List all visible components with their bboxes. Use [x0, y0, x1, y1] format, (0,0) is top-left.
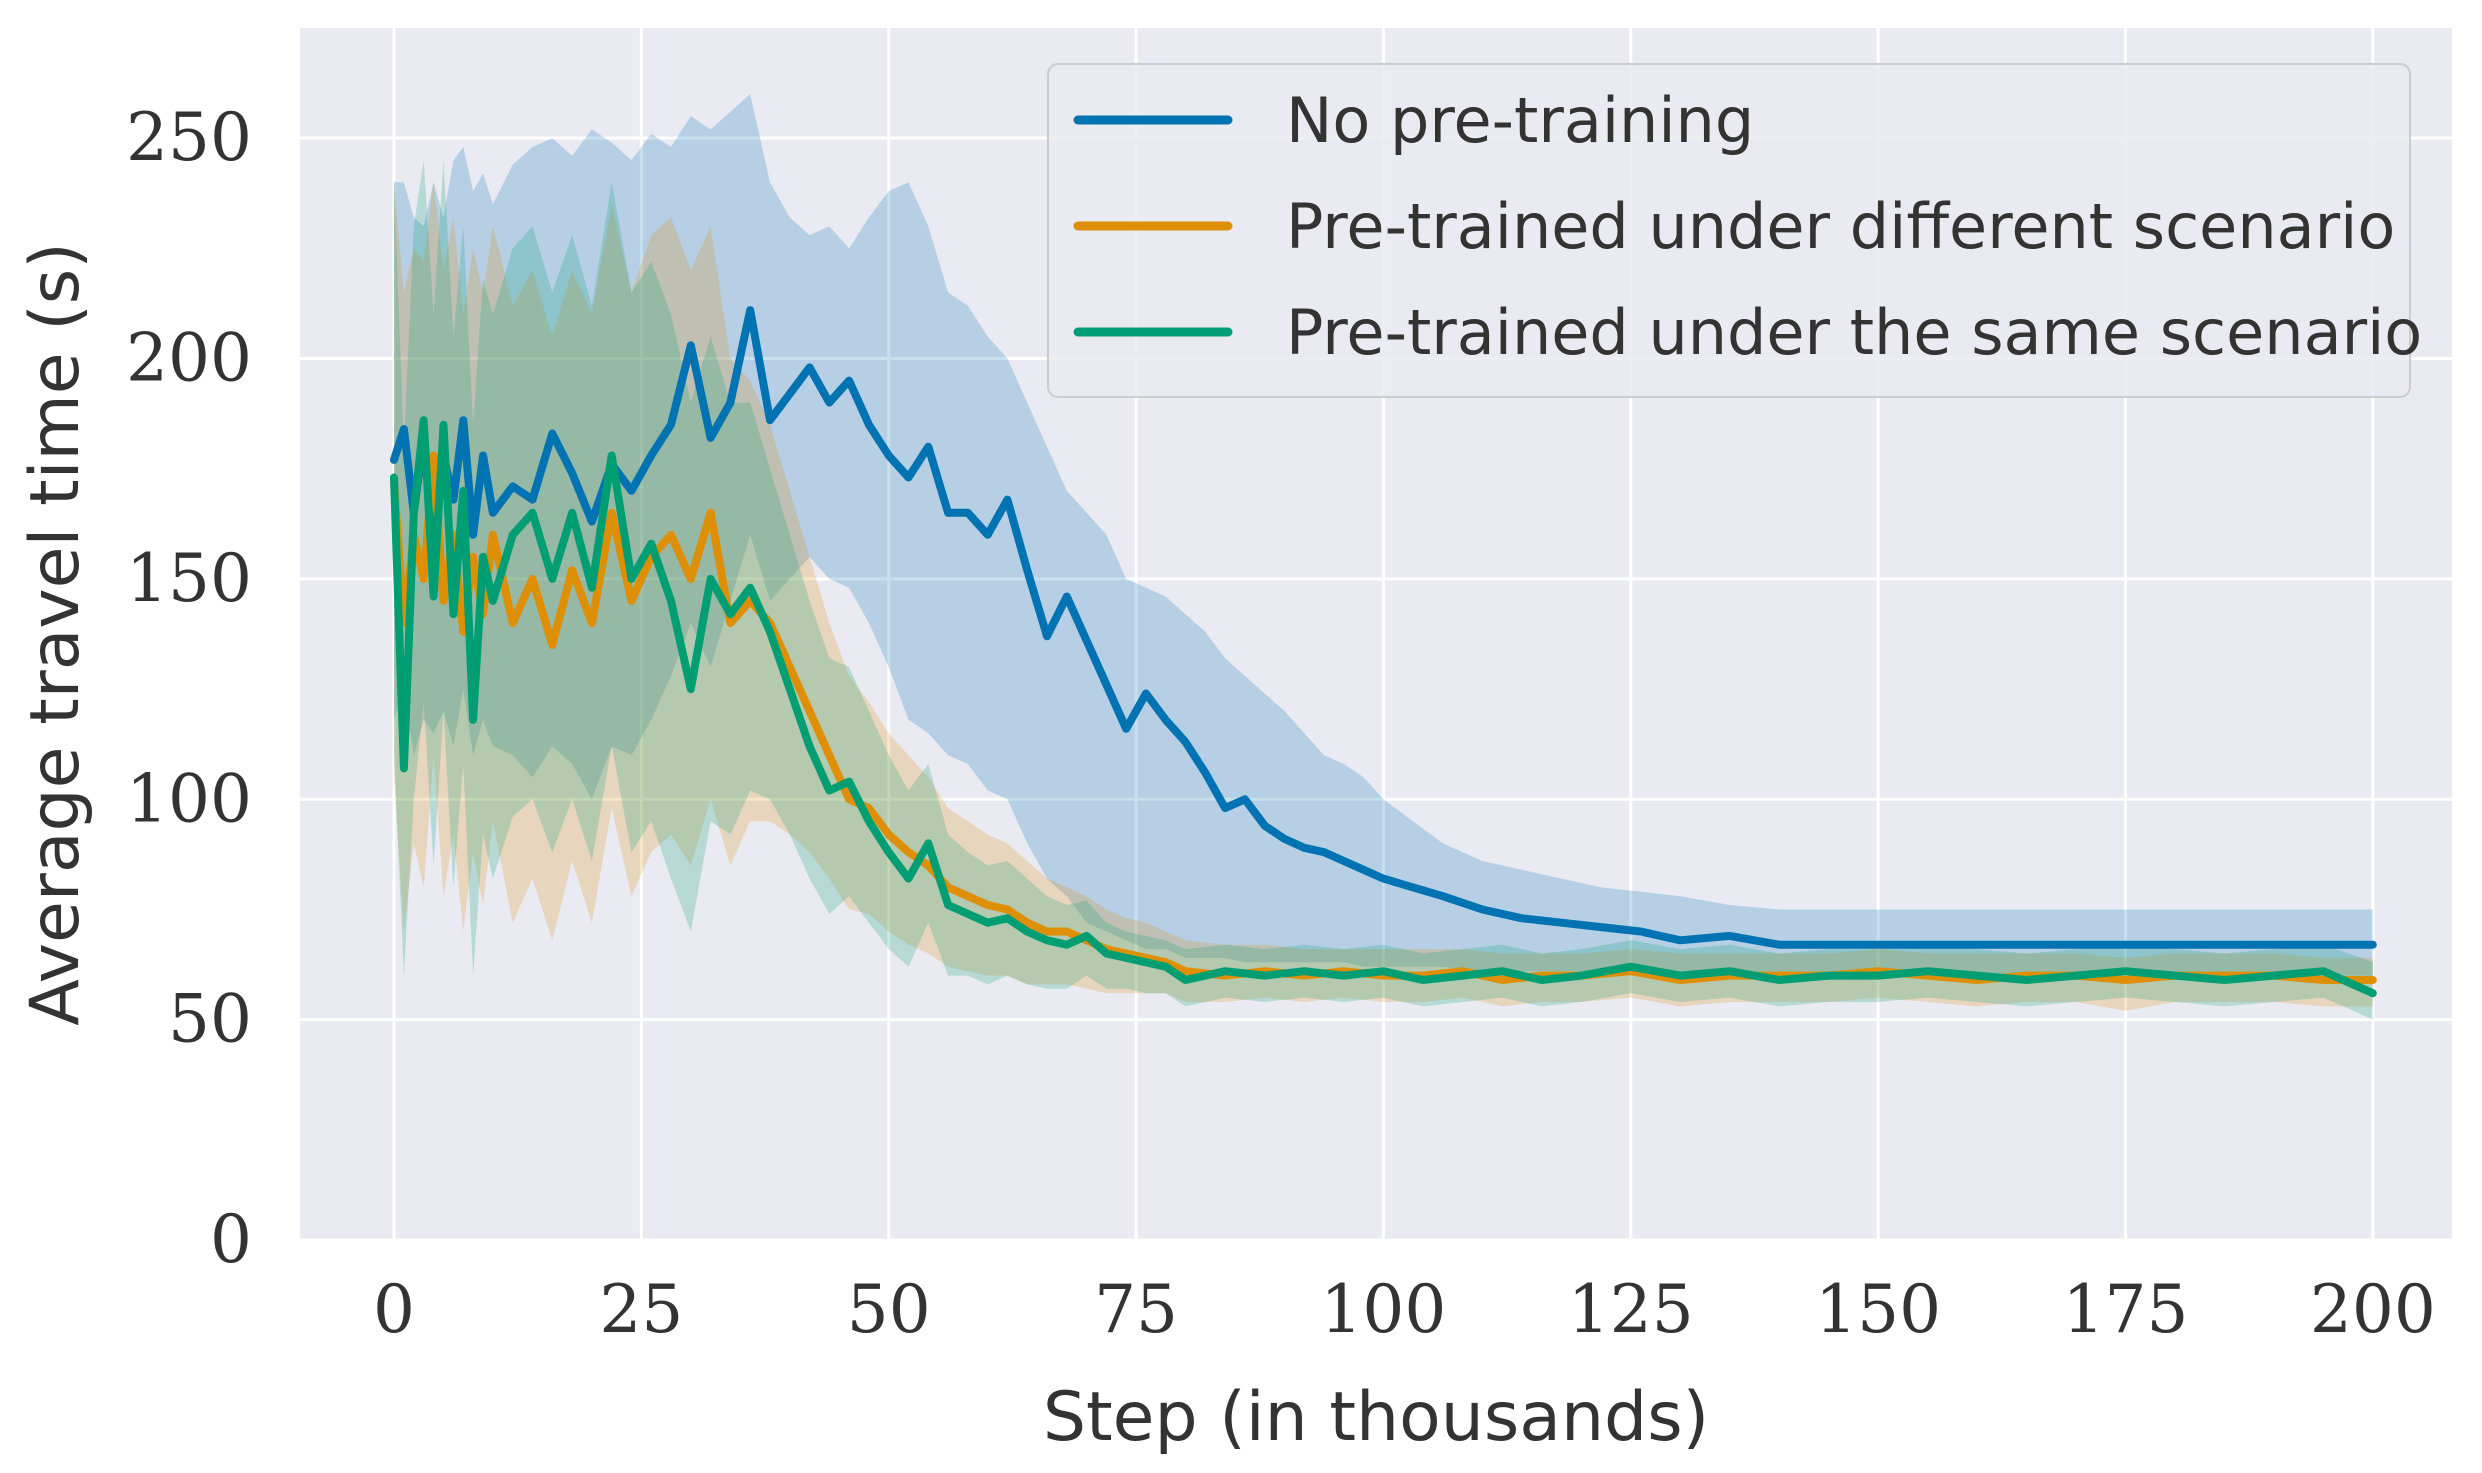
x-tick-label: 200 — [2310, 1271, 2436, 1348]
x-tick-label: 125 — [1568, 1271, 1694, 1348]
y-tick-label: 100 — [126, 760, 252, 837]
x-tick-label: 75 — [1094, 1271, 1178, 1348]
x-tick-label: 150 — [1815, 1271, 1941, 1348]
x-tick-label: 25 — [599, 1271, 683, 1348]
y-tick-label: 200 — [126, 320, 252, 397]
y-tick-label: 0 — [210, 1201, 252, 1278]
x-tick-label: 0 — [373, 1271, 415, 1348]
band-different-scenario — [394, 182, 2373, 1011]
y-tick-label: 250 — [126, 99, 252, 176]
confidence-bands — [394, 94, 2373, 1020]
legend-box — [1047, 63, 2411, 398]
line-no-pretraining — [390, 306, 2377, 949]
x-tick-labels: 0 25 50 75 100 125 150 175 200 — [373, 1271, 2436, 1348]
legend-label-different-scenario: Pre-trained under different scenario — [1286, 190, 2395, 263]
x-axis-label: Step (in thousands) — [1043, 1378, 1709, 1457]
legend-label-same-scenario: Pre-trained under the same scenario — [1286, 296, 2422, 369]
x-tick-label: 100 — [1320, 1271, 1446, 1348]
y-tick-labels: 0 50 100 150 200 250 — [126, 99, 252, 1278]
line-same-scenario — [390, 416, 2377, 998]
legend: No pre-training Pre-trained under differ… — [1047, 63, 2422, 398]
band-no-pretraining — [394, 94, 2373, 976]
x-tick-label: 175 — [2062, 1271, 2188, 1348]
y-tick-label: 150 — [126, 540, 252, 617]
band-same-scenario — [394, 160, 2373, 1020]
y-axis-label: Average travel time (s) — [16, 242, 95, 1025]
series-lines — [390, 306, 2377, 998]
legend-label-no-pretraining: No pre-training — [1286, 84, 1754, 157]
y-tick-label: 50 — [168, 981, 252, 1058]
x-tick-label: 50 — [847, 1271, 931, 1348]
